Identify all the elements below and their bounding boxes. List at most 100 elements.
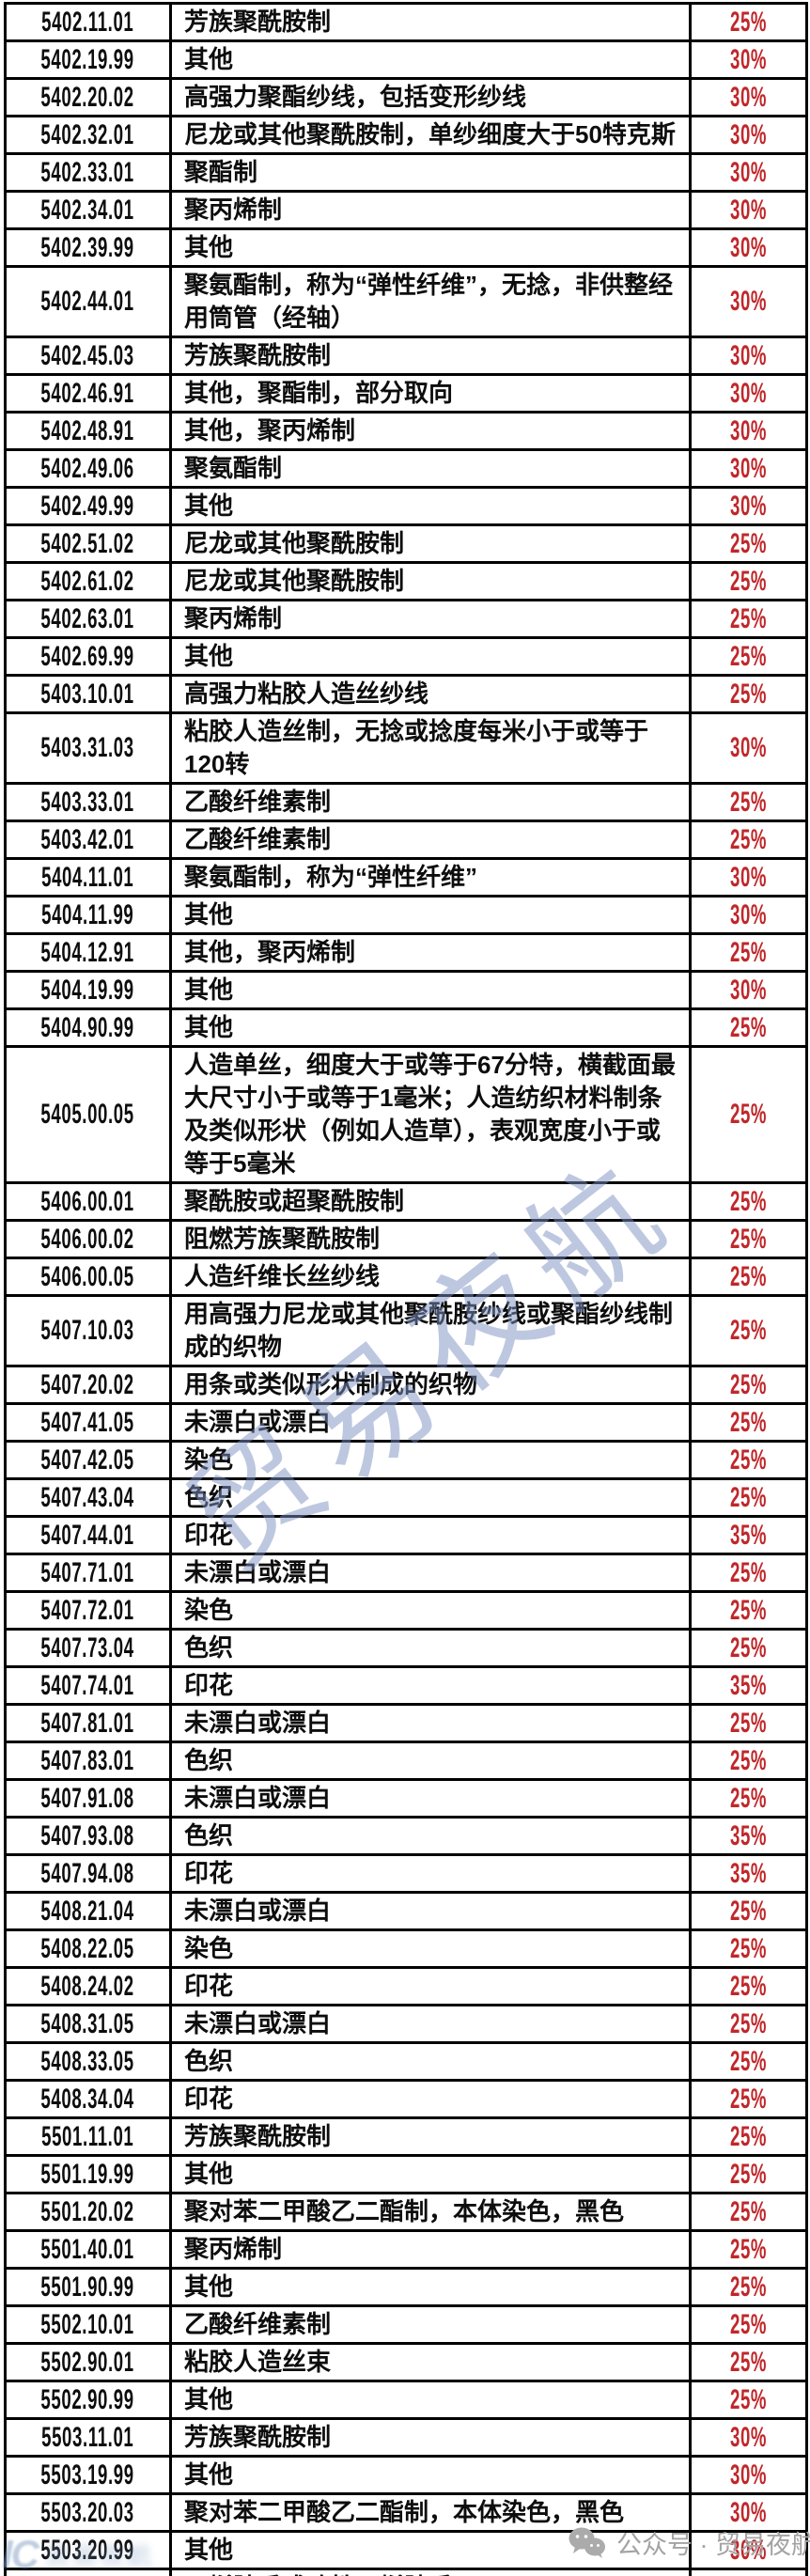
description-cell: 其他 — [169, 636, 692, 677]
table-row: 5408.33.05 色织 25% — [4, 2041, 808, 2082]
rate-value: 25% — [729, 1782, 768, 1814]
hs-code-cell: 5406.00.05 — [4, 1257, 172, 1297]
hs-code: 5407.41.05 — [40, 1406, 135, 1438]
rate-value: 25% — [729, 1631, 768, 1663]
rate-value: 25% — [729, 2007, 768, 2039]
hs-code: 5407.44.01 — [40, 1519, 135, 1551]
hs-code-cell: 5501.19.99 — [4, 2154, 172, 2194]
hs-code-cell: 5408.22.05 — [4, 1928, 172, 1969]
table-row: 5402.11.01 芳族聚酰胺制 25% — [4, 2, 808, 42]
rate-cell: 25% — [689, 1966, 808, 2006]
table-row: 5403.33.01 乙酸纤维素制 25% — [4, 782, 808, 822]
hs-code-cell: 5402.33.01 — [4, 152, 172, 193]
hs-code: 5404.11.99 — [41, 898, 134, 930]
hs-code-cell: 5502.10.01 — [4, 2304, 172, 2345]
hs-code: 5403.31.03 — [40, 732, 135, 763]
table-row: 5404.11.99 其他 30% — [4, 895, 808, 935]
rate-value: 25% — [729, 1594, 768, 1626]
table-row: 5402.33.01 聚酯制 30% — [4, 152, 808, 193]
hs-code: 5404.11.01 — [41, 861, 134, 893]
hs-code: 5402.69.99 — [40, 640, 135, 672]
hs-code: 5402.44.01 — [40, 286, 135, 317]
hs-code-cell: 5404.19.99 — [4, 970, 172, 1010]
description-cell: 聚对苯二甲酸乙二酯制，本体染色，黑色 — [169, 2492, 692, 2533]
hs-code: 5407.93.08 — [40, 1819, 135, 1851]
rate-value: 30% — [729, 452, 768, 484]
description-cell: 染色 — [169, 1440, 692, 1480]
hs-code: 5503.20.03 — [40, 2496, 135, 2528]
table-row: 5503.20.03 聚对苯二甲酸乙二酯制，本体染色，黑色 30% — [4, 2492, 808, 2533]
table-row: 5406.00.01 聚酰胺或超聚酰胺制 25% — [4, 1181, 808, 1222]
hs-code-cell: 5402.69.99 — [4, 636, 172, 677]
rate-cell: 30% — [689, 2417, 808, 2458]
rate-cell: 25% — [689, 2229, 808, 2270]
table-row: 5404.19.99 其他 30% — [4, 970, 808, 1010]
hs-code-cell: 5501.40.01 — [4, 2229, 172, 2270]
hs-code: 5402.45.03 — [40, 339, 135, 371]
rate-value: 25% — [729, 527, 768, 559]
description-cell: 其他 — [169, 970, 692, 1010]
rate-cell: 25% — [689, 1477, 808, 1518]
description-cell: 阻燃芳族聚酰胺制 — [169, 1219, 692, 1259]
description-cell: 色织 — [169, 1628, 692, 1668]
rate-cell: 25% — [689, 1741, 808, 1781]
hs-code-cell: 5402.49.06 — [4, 448, 172, 489]
hs-code-cell: 5403.33.01 — [4, 782, 172, 822]
description-cell: 丙烯腈系或改性丙烯腈系 — [169, 2568, 692, 2576]
rate-cell: 25% — [689, 1181, 808, 1222]
hs-code: 5503.20.99 — [40, 2534, 135, 2566]
description-cell: 聚丙烯制 — [169, 599, 692, 639]
hs-code: 5407.72.01 — [40, 1594, 135, 1626]
hs-code-cell: 5503.20.03 — [4, 2492, 172, 2533]
rate-value: 30% — [729, 286, 768, 317]
rate-value: 25% — [729, 2383, 768, 2415]
rate-cell: 30% — [689, 2455, 808, 2495]
description-cell: 聚丙烯制 — [169, 2229, 692, 2270]
description-cell: 色织 — [169, 1816, 692, 1856]
rate-cell: 25% — [689, 1891, 808, 1931]
hs-code-cell: 5402.49.99 — [4, 486, 172, 526]
hs-code: 5402.49.06 — [40, 452, 135, 484]
description-cell: 其他 — [169, 486, 692, 526]
rate-value: 30% — [729, 2421, 768, 2453]
rate-value: 25% — [729, 2158, 768, 2190]
tariff-table: 5402.11.01 芳族聚酰胺制 25% 5402.19.99 其他 30% … — [4, 2, 808, 2576]
table-row: 5407.93.08 色织 35% — [4, 1816, 808, 1856]
hs-code: 5501.20.02 — [40, 2195, 135, 2227]
hs-code-cell: 5402.44.01 — [4, 265, 172, 338]
hs-code: 5402.34.01 — [40, 194, 135, 226]
table-row: 5402.49.99 其他 30% — [4, 486, 808, 526]
rate-value: 25% — [729, 6, 768, 38]
description-cell: 聚氨酯制，称为“弹性纤维”，无捻，非供整经用筒管（经轴） — [169, 265, 692, 338]
description-cell: 未漂白或漂白 — [169, 1402, 692, 1443]
description-cell: 未漂白或漂白 — [169, 1553, 692, 1593]
rate-cell: 35% — [689, 1853, 808, 1894]
hs-code: 5407.43.04 — [40, 1481, 135, 1513]
rate-cell: 25% — [689, 1365, 808, 1405]
hs-code: 5403.42.01 — [40, 823, 135, 855]
rate-value: 30% — [729, 118, 768, 150]
table-row: 5406.00.05 人造纤维长丝纱线 25% — [4, 1257, 808, 1297]
rate-cell: 30% — [689, 77, 808, 117]
rate-cell: 25% — [689, 1928, 808, 1969]
rate-value: 25% — [729, 786, 768, 818]
hs-code-cell: 5404.11.01 — [4, 857, 172, 898]
hs-code-cell: 5407.94.08 — [4, 1853, 172, 1894]
hs-code-cell: 5503.11.01 — [4, 2417, 172, 2458]
hs-code-cell: 5404.12.91 — [4, 932, 172, 973]
rate-value: 25% — [729, 2308, 768, 2340]
description-cell: 尼龙或其他聚酰胺制，单纱细度大于50特克斯 — [169, 115, 692, 155]
hs-code: 5502.10.01 — [40, 2308, 135, 2340]
description-cell: 其他 — [169, 2154, 692, 2194]
hs-code: 5407.83.01 — [40, 1744, 135, 1776]
hs-code-cell: 5406.00.02 — [4, 1219, 172, 1259]
hs-code-cell: 5407.81.01 — [4, 1703, 172, 1743]
hs-code: 5408.34.04 — [40, 2083, 135, 2115]
rate-value: 25% — [729, 1406, 768, 1438]
rate-value: 25% — [729, 602, 768, 634]
hs-code-cell: 5402.45.03 — [4, 336, 172, 376]
description-cell: 高强力聚酯纱线，包括变形纱线 — [169, 77, 692, 117]
table-row: 5407.42.05 染色 25% — [4, 1440, 808, 1480]
table-row: 5407.41.05 未漂白或漂白 25% — [4, 1402, 808, 1443]
table-row: 5403.10.01 高强力粘胶人造丝纱线 25% — [4, 674, 808, 714]
